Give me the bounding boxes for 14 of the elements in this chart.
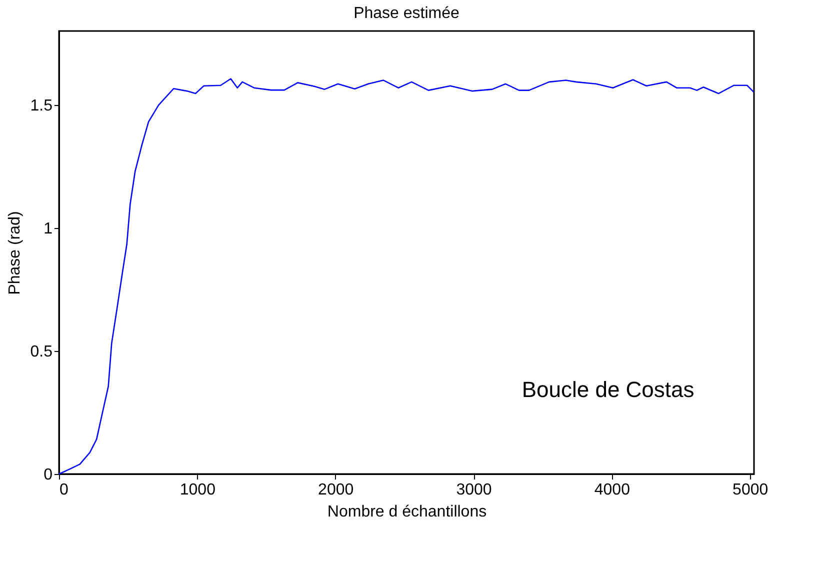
x-tick-label: 5000 [732,482,768,498]
y-tick-label: 1 [44,220,53,238]
x-tick-label: 1000 [180,482,216,498]
chart-title: Phase estimée [354,5,460,22]
y-tick-label: 0.5 [30,343,53,360]
x-tick-label: 4000 [594,482,630,498]
annotation: Boucle de Costas [522,376,694,402]
x-axis-title: Nombre d échantillons [327,504,487,520]
y-tick-label: 1.5 [30,97,53,114]
y-axis-title: Phase (rad) [6,211,24,295]
y-tick-label: 0 [44,466,53,484]
x-tick-label: 3000 [456,482,492,498]
x-tick-label: 2000 [318,482,354,498]
x-tick-label: 0 [60,482,68,498]
